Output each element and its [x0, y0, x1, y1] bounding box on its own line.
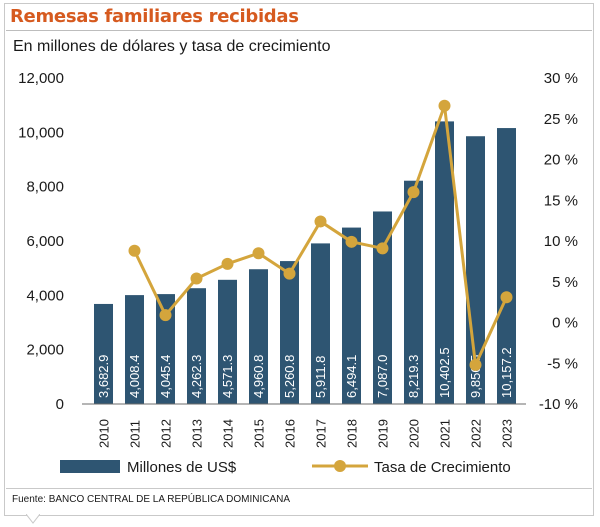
x-tick-label: 2012 [159, 419, 174, 448]
x-tick-label: 2011 [128, 420, 143, 448]
y-right-tick-label: 0 % [552, 315, 578, 332]
x-tick-label: 2023 [500, 419, 515, 448]
bar-value-label: 5,260.8 [282, 355, 297, 398]
source-divider [6, 488, 592, 489]
x-tick-label: 2010 [97, 419, 112, 448]
y-left-tick-label: 12,000 [18, 70, 64, 87]
y-right-tick-label: 5 % [552, 274, 578, 291]
y-right-tick-label: 30 % [544, 70, 578, 87]
bar-value-label: 6,494.1 [344, 355, 359, 398]
x-tick-label: 2019 [376, 419, 391, 448]
y-right-tick-label: 25 % [544, 111, 578, 128]
y-left-tick-label: 8,000 [26, 179, 64, 196]
bar [404, 180, 423, 404]
x-tick-label: 2017 [314, 419, 329, 448]
bar-value-label: 3,682.9 [96, 355, 111, 398]
x-tick-label: 2014 [221, 419, 236, 448]
chart-subtitle: En millones de dólares y tasa de crecimi… [13, 38, 331, 55]
growth-point [128, 244, 141, 257]
bar [187, 288, 206, 404]
bar [373, 211, 392, 404]
y-right-tick-label: -10 % [539, 396, 578, 413]
callout-tail [26, 514, 40, 524]
source-note: Fuente: BANCO CENTRAL DE LA REPÚBLICA DO… [12, 494, 291, 505]
legend-swatch-bars [60, 460, 120, 473]
y-left-tick-label: 0 [56, 396, 64, 413]
bar [218, 279, 237, 404]
bar-value-label: 10,157.2 [499, 347, 514, 398]
bar-value-label: 4,008.4 [127, 355, 142, 398]
bar [156, 294, 175, 404]
y-left-tick-label: 4,000 [26, 287, 64, 304]
bar [435, 121, 454, 405]
growth-point [283, 267, 296, 280]
growth-point [469, 358, 482, 371]
growth-point [500, 291, 513, 304]
y-left-tick-label: 10,000 [18, 124, 64, 141]
chart-frame [4, 3, 594, 516]
y-left-tick-label: 6,000 [26, 233, 64, 250]
y-right-tick-label: -5 % [547, 355, 578, 372]
y-left-tick-label: 2,000 [26, 342, 64, 359]
growth-point [438, 99, 451, 112]
x-tick-label: 2021 [438, 419, 453, 448]
bar-value-label: 4,262.3 [189, 355, 204, 398]
y-right-tick-label: 10 % [544, 233, 578, 250]
bar-value-label: 8,219.3 [406, 355, 421, 398]
bar-value-label: 7,087.0 [375, 355, 390, 398]
bar [280, 261, 299, 404]
growth-point [376, 242, 389, 255]
y-right-tick-label: 15 % [544, 192, 578, 209]
bar-value-label: 4,571.3 [220, 355, 235, 398]
x-tick-label: 2022 [469, 419, 484, 448]
legend-label-line: Tasa de Crecimiento [374, 459, 511, 476]
bar [249, 269, 268, 404]
x-tick-label: 2020 [407, 419, 422, 448]
chart-title: Remesas familiares recibidas [10, 6, 299, 27]
growth-point [407, 186, 420, 199]
bar [94, 303, 113, 404]
bar-value-label: 4,960.8 [251, 355, 266, 398]
growth-point [252, 247, 265, 260]
bar-value-label: 10,402.5 [437, 347, 452, 398]
bar-value-label: 4,045.4 [158, 355, 173, 398]
x-tick-label: 2018 [345, 419, 360, 448]
x-tick-label: 2013 [190, 419, 205, 448]
x-tick-label: 2015 [252, 419, 267, 448]
legend-label-bars: Millones de US$ [127, 459, 237, 476]
growth-point [190, 272, 203, 285]
growth-point [221, 257, 234, 270]
bar [311, 243, 330, 404]
title-divider [6, 30, 592, 31]
bar [342, 227, 361, 404]
legend-swatch-marker [334, 460, 346, 472]
bar-value-label: 5,911.8 [313, 356, 328, 398]
growth-point [345, 235, 358, 248]
growth-point [159, 309, 172, 322]
y-right-tick-label: 20 % [544, 152, 578, 169]
growth-point [314, 215, 327, 228]
x-tick-label: 2016 [283, 419, 298, 448]
bar [497, 128, 516, 404]
bar [125, 295, 144, 404]
